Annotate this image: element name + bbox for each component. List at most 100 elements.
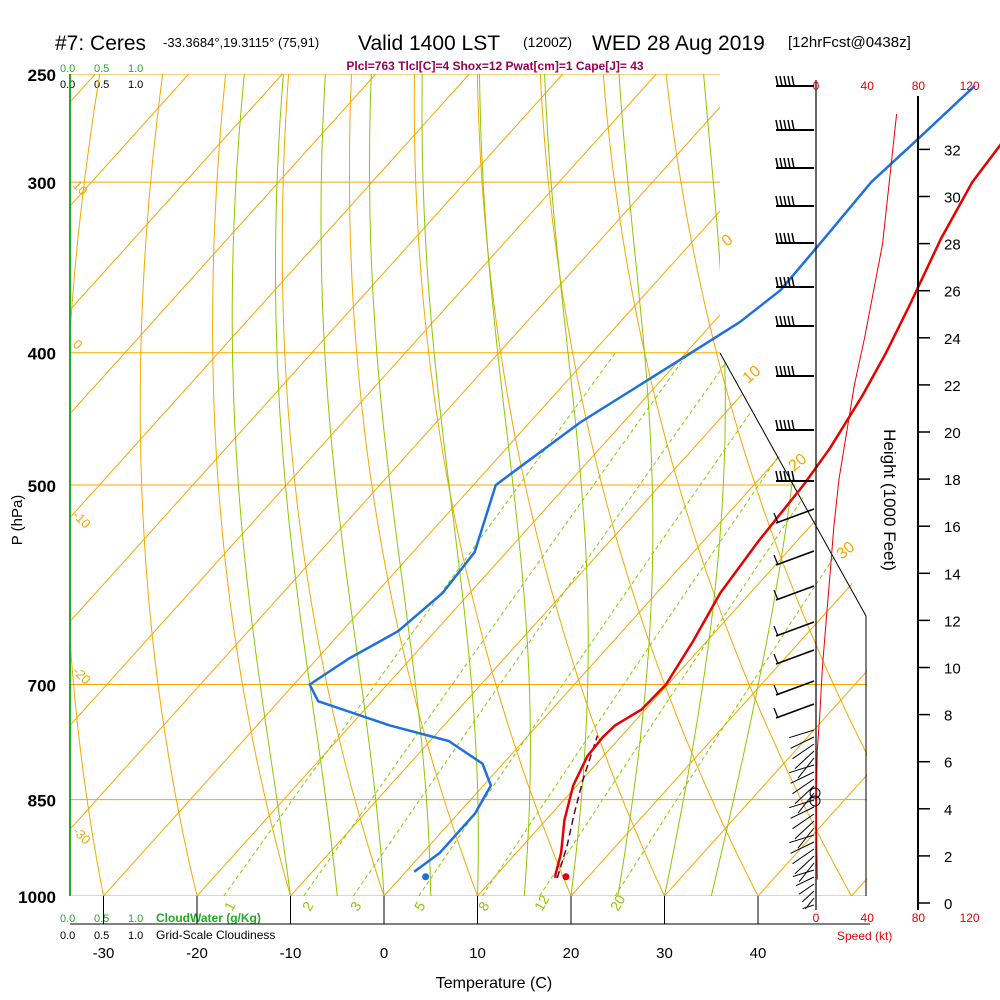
wind-barb-flag-9-2 bbox=[783, 470, 787, 482]
height-tick-8: 8 bbox=[944, 708, 952, 725]
wind-barb-flag-7-3 bbox=[787, 365, 791, 377]
wind-barb-flag-2-0 bbox=[775, 157, 779, 169]
wind-barb-flag-9-4 bbox=[791, 470, 795, 482]
speed-tick-top-80: 80 bbox=[912, 79, 926, 93]
surface-dewpoint-dot bbox=[422, 873, 430, 881]
wind-barb-low-7 bbox=[792, 778, 815, 795]
pressure-tick-850: 850 bbox=[28, 792, 56, 811]
wind-barb-flag-4-4 bbox=[791, 232, 795, 244]
valid-date: WED 28 Aug 2019 bbox=[592, 32, 765, 55]
isotherm-0 bbox=[383, 358, 867, 896]
height-tick-16: 16 bbox=[944, 519, 961, 536]
temp-tick--30: -30 bbox=[93, 945, 115, 962]
wind-barb-flag-3-0 bbox=[775, 195, 779, 207]
wind-barb-low-1 bbox=[790, 736, 815, 749]
height-axis-title: Height (1000 Feet) bbox=[880, 429, 899, 571]
wind-barb-low-23 bbox=[801, 890, 815, 903]
cloudwater-scale-top-1: 0.5 bbox=[94, 63, 109, 75]
pressure-tick-400: 400 bbox=[28, 345, 56, 364]
isotherm-50 bbox=[851, 878, 867, 896]
wind-barb-flag-3-1 bbox=[779, 195, 783, 207]
wind-barb-mid-flag-0 bbox=[773, 512, 779, 524]
valid-zulu: (1200Z) bbox=[523, 34, 572, 50]
mixing-ratio-label-3: 5 bbox=[411, 899, 429, 914]
moist-adiabat--10 bbox=[231, 74, 291, 896]
wind-barb-flag-6-2 bbox=[783, 315, 787, 327]
wind-barb-flag-5-3 bbox=[787, 276, 791, 288]
wind-barb-low-18 bbox=[794, 855, 815, 875]
pressure-tick-1000: 1000 bbox=[18, 888, 56, 907]
cloudwater-scale-top-2: 1.0 bbox=[128, 63, 143, 75]
wind-barb-flag-6-0 bbox=[775, 315, 779, 327]
pressure-tick-300: 300 bbox=[28, 174, 56, 193]
height-tick-30: 30 bbox=[944, 190, 961, 207]
height-tick-2: 2 bbox=[944, 849, 952, 866]
dry-adiabat--20 bbox=[139, 74, 198, 896]
pressure-tick-700: 700 bbox=[28, 677, 56, 696]
isotherm--70 bbox=[70, 74, 470, 519]
speed-tick-bottom-80: 80 bbox=[912, 911, 926, 925]
isotherm-label-2: -10 bbox=[70, 508, 94, 532]
cloudwater-scale-bottom-1: 0.5 bbox=[94, 913, 109, 925]
cloudiness-scale-bottom-2: 1.0 bbox=[128, 930, 143, 942]
moist-adiabat-15 bbox=[479, 74, 531, 896]
mixing-ratio-label-6: 20 bbox=[607, 892, 629, 914]
isotherm--40 bbox=[70, 74, 751, 831]
pressure-tick-250: 250 bbox=[28, 66, 56, 85]
isotherm-label-1: 0 bbox=[70, 337, 86, 353]
wind-barb-low-2 bbox=[792, 743, 815, 760]
wind-barb-flag-3-3 bbox=[787, 195, 791, 207]
wind-barb-low-12 bbox=[792, 813, 815, 830]
wind-barb-low-16 bbox=[790, 841, 815, 854]
wind-barb-flag-7-0 bbox=[775, 365, 779, 377]
height-tick-4: 4 bbox=[944, 802, 952, 819]
dry-adiabat-0 bbox=[281, 74, 385, 896]
wind-barb-low-17 bbox=[792, 848, 815, 865]
cloudiness-scale-bottom-0: 0.0 bbox=[60, 930, 75, 942]
wind-barb-flag-6-4 bbox=[791, 315, 795, 327]
temp-tick-20: 20 bbox=[563, 945, 580, 962]
mixing-ratio-line-5 bbox=[418, 352, 793, 896]
wind-barb-flag-4-0 bbox=[775, 232, 779, 244]
wind-barb-low-0 bbox=[789, 729, 815, 739]
sounding-indices: Plcl=763 Tlcl[C]=4 Shox=12 Pwat[cm]=1 Ca… bbox=[346, 59, 643, 73]
isotherm-label-0: 10 bbox=[70, 178, 91, 199]
wind-barb-low-13 bbox=[794, 820, 815, 840]
wind-barb-flag-7-4 bbox=[791, 365, 795, 377]
wind-barb-flag-5-2 bbox=[783, 276, 787, 288]
wind-barb-flag-7-1 bbox=[779, 365, 783, 377]
height-tick-24: 24 bbox=[944, 331, 961, 348]
wind-barb-flag-5-1 bbox=[779, 276, 783, 288]
cloud-scale-top: 0.0 0.5 1.0 0.0 0.5 1.0 bbox=[60, 63, 143, 91]
y-axis-title: P (hPa) bbox=[9, 495, 26, 546]
wind-barb-low-14 bbox=[797, 827, 815, 849]
dry-adiabat--30 bbox=[70, 74, 104, 896]
cloudiness-scale-top-1: 0.5 bbox=[94, 79, 109, 91]
wind-barb-mid-4 bbox=[775, 649, 815, 665]
calm-wind-circle-1 bbox=[809, 787, 821, 799]
speed-tick-top-40: 40 bbox=[861, 79, 875, 93]
moist-adiabat-10 bbox=[421, 74, 479, 896]
wind-barb-mid-flag-1 bbox=[773, 554, 779, 566]
isotherm-label-4: -30 bbox=[70, 824, 94, 848]
cloudwater-scale-bottom-0: 0.0 bbox=[60, 913, 75, 925]
temp-tick-10: 10 bbox=[469, 945, 486, 962]
speed-tick-bottom-120: 120 bbox=[960, 911, 980, 925]
height-tick-6: 6 bbox=[944, 755, 952, 772]
isotherm--60 bbox=[70, 74, 564, 623]
wind-barb-flag-3-2 bbox=[783, 195, 787, 207]
moist-adiabat-20 bbox=[544, 74, 589, 896]
isotherm--80 bbox=[70, 74, 377, 415]
wind-barb-flag-1-4 bbox=[791, 119, 795, 131]
wind-barb-flag-0-2 bbox=[783, 75, 787, 87]
speed-tick-top-120: 120 bbox=[960, 79, 980, 93]
wind-barb-flag-0-1 bbox=[779, 75, 783, 87]
wind-barb-flag-5-4 bbox=[791, 276, 795, 288]
height-tick-12: 12 bbox=[944, 613, 961, 630]
speed-axis-title: Speed (kt) bbox=[837, 929, 892, 943]
cloudiness-scale-top-2: 1.0 bbox=[128, 79, 143, 91]
mixing-ratio-label-2: 3 bbox=[347, 899, 365, 914]
wind-barb-low-6 bbox=[790, 771, 815, 784]
height-tick-18: 18 bbox=[944, 472, 961, 489]
